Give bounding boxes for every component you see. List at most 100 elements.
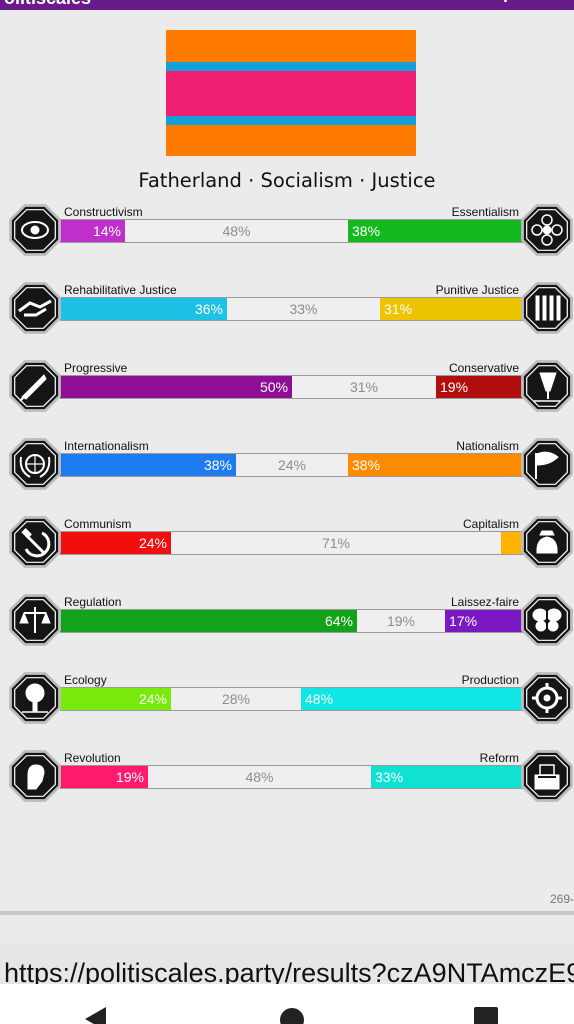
axis-row: Rehabilitative Justice Punitive Justice 36… bbox=[0, 279, 574, 339]
axis-right-segment bbox=[348, 220, 524, 242]
axis-left-segment bbox=[60, 766, 148, 788]
slogan: Fatherland · Socialism · Justice bbox=[138, 169, 436, 192]
axis-middle-percent: 31% bbox=[349, 379, 379, 395]
gear-icon bbox=[518, 669, 574, 727]
axis-left-percent: 24% bbox=[138, 691, 167, 707]
axis-row: Revolution Reform 19% 48% 33% bbox=[0, 747, 574, 807]
axis-right-label: Production bbox=[461, 673, 519, 687]
back-triangle-icon[interactable] bbox=[80, 1004, 110, 1024]
axis-left-percent: 50% bbox=[259, 379, 288, 395]
axis-right-label: Essentialism bbox=[451, 205, 519, 219]
axis-right-percent: 48% bbox=[305, 691, 334, 707]
axis-right-label: Nationalism bbox=[456, 439, 519, 453]
axis-left-label: Ecology bbox=[64, 673, 107, 687]
axis-left-percent: 24% bbox=[138, 535, 167, 551]
axis-left-segment bbox=[60, 376, 292, 398]
divider bbox=[0, 911, 574, 915]
axis-left-percent: 38% bbox=[203, 457, 232, 473]
axis-right-label: Capitalism bbox=[462, 517, 519, 531]
axis-left-segment bbox=[60, 454, 236, 476]
axis-right-segment bbox=[301, 688, 524, 710]
axis-right-percent: 38% bbox=[352, 457, 381, 473]
axis-middle-percent: 48% bbox=[222, 223, 251, 239]
app-top-bar: olitiscales l bbox=[0, 0, 574, 10]
axis-row: Communism Capitalism 24% 71% bbox=[0, 513, 574, 573]
axis-right-segment bbox=[436, 376, 524, 398]
axis-middle-percent: 48% bbox=[245, 769, 274, 785]
axis-left-segment bbox=[60, 298, 227, 320]
axis-middle-percent: 28% bbox=[221, 691, 251, 707]
axis-right-percent: 38% bbox=[352, 223, 381, 239]
axis-left-label: Revolution bbox=[64, 751, 121, 765]
app-title: olitiscales bbox=[4, 0, 91, 9]
axis-left-percent: 36% bbox=[194, 301, 223, 317]
flag-stripe bbox=[166, 125, 416, 156]
axis-left-percent: 64% bbox=[324, 613, 353, 629]
axis-left-label: Constructivism bbox=[64, 205, 143, 219]
axis-left-percent: 14% bbox=[92, 223, 121, 239]
axis-left-percent: 19% bbox=[115, 769, 144, 785]
axis-right-percent: 19% bbox=[440, 379, 469, 395]
ideology-flag bbox=[166, 30, 416, 156]
axis-bar: 19% 48% 33% bbox=[60, 765, 524, 789]
home-circle-icon[interactable] bbox=[278, 1004, 308, 1024]
axis-right-label: Reform bbox=[479, 751, 519, 765]
axis-left-label: Internationalism bbox=[64, 439, 149, 453]
flag-stripe bbox=[166, 62, 416, 71]
axis-right-percent: 31% bbox=[384, 301, 413, 317]
axis-left-label: Regulation bbox=[64, 595, 122, 609]
axis-row: Internationalism Nationalism 38% 24% 38% bbox=[0, 435, 574, 495]
axis-left-segment bbox=[60, 688, 171, 710]
axis-middle-percent: 19% bbox=[386, 613, 416, 629]
recents-square-icon[interactable] bbox=[472, 1004, 502, 1024]
url-text[interactable]: https://politiscales.party/results?czA9N… bbox=[4, 958, 574, 984]
axis-bar: 24% 71% bbox=[60, 531, 524, 555]
axis-middle-percent: 24% bbox=[277, 457, 307, 473]
hammer-sickle-icon bbox=[6, 513, 64, 571]
flag-stripe bbox=[166, 116, 416, 125]
axis-left-label: Communism bbox=[64, 517, 132, 531]
system-nav-bar bbox=[0, 984, 574, 1024]
axis-bar: 14% 48% 38% bbox=[60, 219, 524, 243]
app-title-right: l bbox=[503, 0, 508, 7]
axis-right-label: Laissez-faire bbox=[450, 595, 519, 609]
butterfly-icon bbox=[518, 591, 574, 649]
axis-left-label: Rehabilitative Justice bbox=[64, 283, 177, 297]
axis-bar: 36% 33% 31% bbox=[60, 297, 524, 321]
rocket-icon bbox=[6, 357, 64, 415]
axis-right-segment bbox=[445, 610, 524, 632]
tree-icon bbox=[6, 669, 64, 727]
globe-wreath-icon bbox=[6, 435, 64, 493]
axis-right-segment bbox=[380, 298, 524, 320]
axis-bar: 64% 19% 17% bbox=[60, 609, 524, 633]
flower-icon bbox=[518, 201, 574, 259]
result-id: 269- bbox=[549, 892, 574, 906]
flag-stripe bbox=[166, 71, 416, 116]
quill-icon bbox=[518, 357, 574, 415]
axis-bar: 50% 31% 19% bbox=[60, 375, 524, 399]
money-bag-icon bbox=[518, 513, 574, 571]
handshake-icon bbox=[6, 279, 64, 337]
axis-row: Regulation Laissez-faire 64% 19% 17% bbox=[0, 591, 574, 651]
raised-fist-icon bbox=[6, 747, 64, 805]
flag-icon bbox=[518, 435, 574, 493]
scales-icon bbox=[6, 591, 64, 649]
axis-row: Constructivism Essentialism 14% 48% 38% bbox=[0, 201, 574, 261]
axis-right-label: Punitive Justice bbox=[435, 283, 519, 297]
axis-left-segment bbox=[60, 532, 171, 554]
axis-bar: 24% 28% 48% bbox=[60, 687, 524, 711]
axis-left-label: Progressive bbox=[64, 361, 128, 375]
axis-right-label: Conservative bbox=[448, 361, 519, 375]
axis-right-segment bbox=[348, 454, 524, 476]
axis-bar: 38% 24% 38% bbox=[60, 453, 524, 477]
ballot-icon bbox=[518, 747, 574, 805]
flag-stripe bbox=[166, 30, 416, 62]
axis-left-segment bbox=[60, 610, 357, 632]
axis-right-segment bbox=[371, 766, 524, 788]
axis-row: Progressive Conservative 50% 31% 19% bbox=[0, 357, 574, 417]
prison-bars-icon bbox=[518, 279, 574, 337]
url-bar[interactable]: https://politiscales.party/results?czA9N… bbox=[0, 944, 574, 984]
axis-right-segment bbox=[501, 532, 524, 554]
eye-icon bbox=[6, 201, 64, 259]
axis-right-percent: 33% bbox=[375, 769, 404, 785]
